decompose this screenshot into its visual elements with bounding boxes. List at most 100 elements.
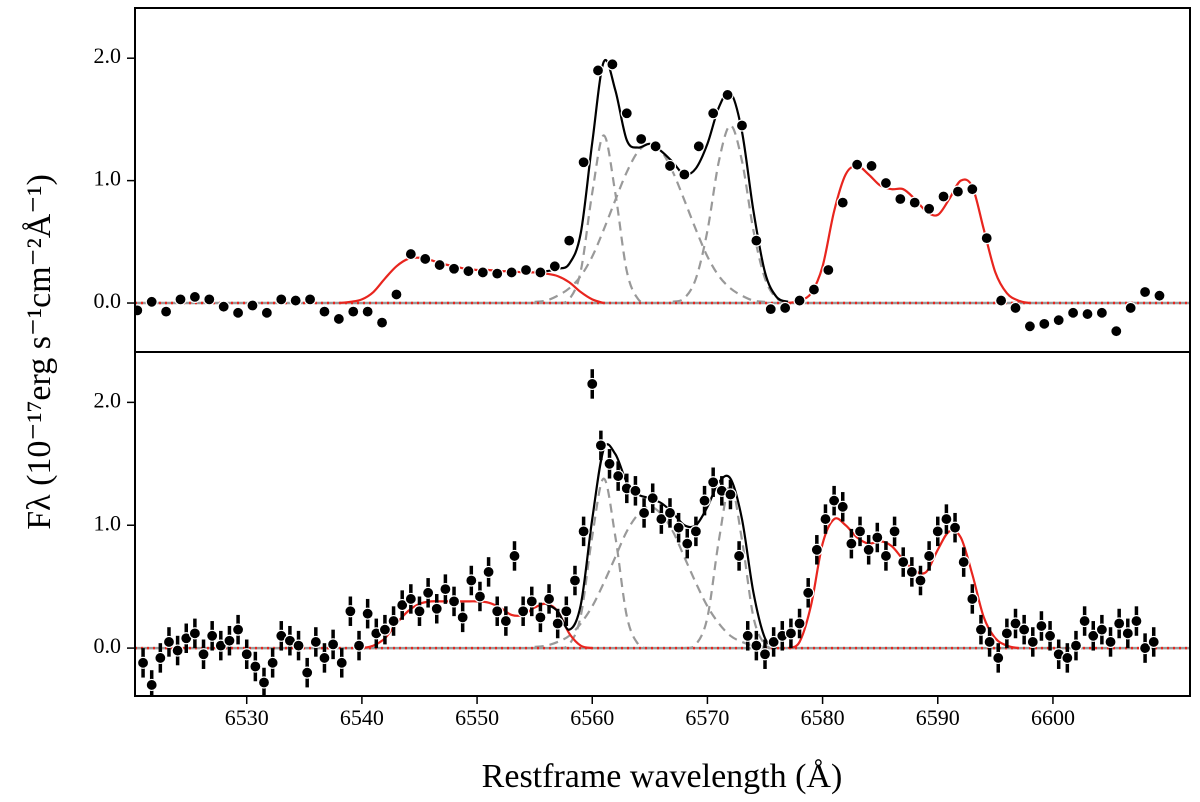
data-point [433, 258, 446, 272]
y-tick-label: 2.0 [94, 387, 122, 412]
data-point [318, 305, 331, 318]
data-point [1000, 627, 1013, 640]
data-point [344, 605, 357, 618]
data-point [983, 635, 996, 649]
data-point [724, 488, 737, 501]
data-point [606, 58, 619, 71]
data-point [836, 196, 849, 209]
data-point [629, 484, 642, 497]
data-point [851, 158, 864, 171]
data-point [750, 639, 763, 652]
data-point [217, 300, 230, 313]
data-point [1009, 617, 1022, 630]
data-point [508, 549, 521, 563]
data-point [499, 614, 512, 628]
data-point [966, 183, 979, 196]
data-point [612, 469, 625, 483]
x-tick-label: 6550 [455, 705, 499, 730]
data-point [1009, 301, 1022, 315]
data-point [560, 605, 573, 618]
data-point [439, 583, 452, 596]
data-point [231, 306, 245, 319]
model-curve [787, 164, 1031, 305]
data-point [721, 88, 734, 102]
component-curve [557, 134, 651, 305]
data-point [1069, 639, 1083, 652]
data-point [793, 294, 806, 307]
data-point [603, 457, 616, 470]
data-point [542, 592, 556, 606]
data-point [692, 140, 705, 153]
data-point [275, 293, 288, 306]
data-point [563, 234, 576, 247]
data-point [923, 549, 936, 563]
data-point [732, 549, 746, 563]
y-tick-label: 0.0 [94, 288, 122, 313]
data-point [879, 549, 893, 563]
y-tick-label: 1.0 [94, 166, 122, 191]
model-curve [534, 58, 789, 303]
data-point [1081, 307, 1094, 321]
data-point [663, 506, 677, 520]
data-point [750, 234, 763, 247]
data-point [404, 592, 417, 606]
data-point [1124, 301, 1137, 315]
data-point [735, 119, 749, 132]
data-point [853, 525, 867, 538]
data-point [430, 602, 443, 615]
plot-area [135, 58, 1190, 338]
data-point [1087, 629, 1100, 642]
data-point [171, 644, 184, 657]
data-point [473, 590, 487, 603]
data-point [819, 512, 832, 526]
data-point [517, 605, 530, 618]
x-tick-label: 6530 [225, 705, 269, 730]
data-point [1130, 614, 1143, 628]
data-point [206, 629, 219, 642]
data-point [303, 293, 317, 306]
data-point [223, 634, 236, 647]
data-point [767, 635, 780, 649]
data-point [678, 168, 691, 181]
data-point [681, 537, 694, 550]
data-point [145, 678, 158, 692]
x-tick-label: 6560 [570, 705, 614, 730]
data-point [836, 500, 849, 513]
data-point [822, 263, 835, 277]
data-point [974, 623, 988, 636]
data-point [1095, 306, 1108, 319]
data-point [1026, 635, 1039, 649]
data-point [390, 288, 403, 301]
component-curve [534, 142, 766, 303]
data-point [594, 439, 607, 452]
data-point [707, 107, 720, 120]
data-point [980, 232, 993, 245]
data-point [404, 247, 417, 261]
data-point [136, 656, 150, 669]
data-point [162, 635, 176, 649]
data-point [413, 605, 426, 618]
data-point [188, 627, 201, 640]
data-point [586, 377, 599, 391]
data-point [845, 537, 858, 550]
component-curve [534, 505, 766, 648]
data-point [1153, 289, 1166, 302]
data-point [741, 629, 754, 642]
data-point [937, 190, 950, 203]
data-point [568, 574, 582, 587]
data-point [698, 494, 711, 507]
data-point [1018, 623, 1031, 636]
data-point [995, 294, 1008, 307]
data-point [491, 267, 504, 280]
data-point [1078, 614, 1091, 628]
data-point [260, 306, 273, 319]
data-point [1138, 285, 1152, 299]
data-point [375, 316, 389, 329]
data-point [551, 617, 564, 630]
x-tick-label: 6540 [340, 705, 384, 730]
x-tick-label: 6580 [801, 705, 845, 730]
data-point [534, 266, 547, 279]
data-point [301, 666, 314, 679]
data-point [637, 506, 651, 520]
